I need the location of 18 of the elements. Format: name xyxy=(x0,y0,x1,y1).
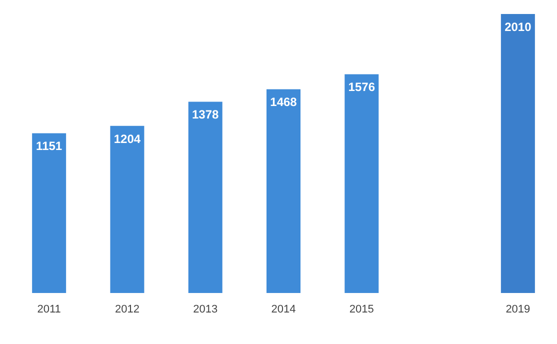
x-tick-label: 2019 xyxy=(506,304,530,316)
bar xyxy=(500,14,535,293)
data-label: 2010 xyxy=(504,20,532,34)
bar xyxy=(32,133,66,293)
bar xyxy=(188,102,222,293)
x-tick-label: 2012 xyxy=(114,304,140,316)
data-label: 1204 xyxy=(114,132,141,146)
bar xyxy=(344,74,379,293)
data-label: 1468 xyxy=(270,95,298,110)
x-tick-label: 2015 xyxy=(349,304,374,316)
x-tick-label: 2011 xyxy=(37,304,61,316)
data-label: 1378 xyxy=(192,108,220,122)
data-label: 1576 xyxy=(348,80,376,94)
bar xyxy=(110,126,144,293)
x-tick-label: 2014 xyxy=(271,304,296,316)
x-tick-label: 2013 xyxy=(193,304,218,316)
bar xyxy=(266,89,300,293)
data-label: 1151 xyxy=(36,139,62,154)
